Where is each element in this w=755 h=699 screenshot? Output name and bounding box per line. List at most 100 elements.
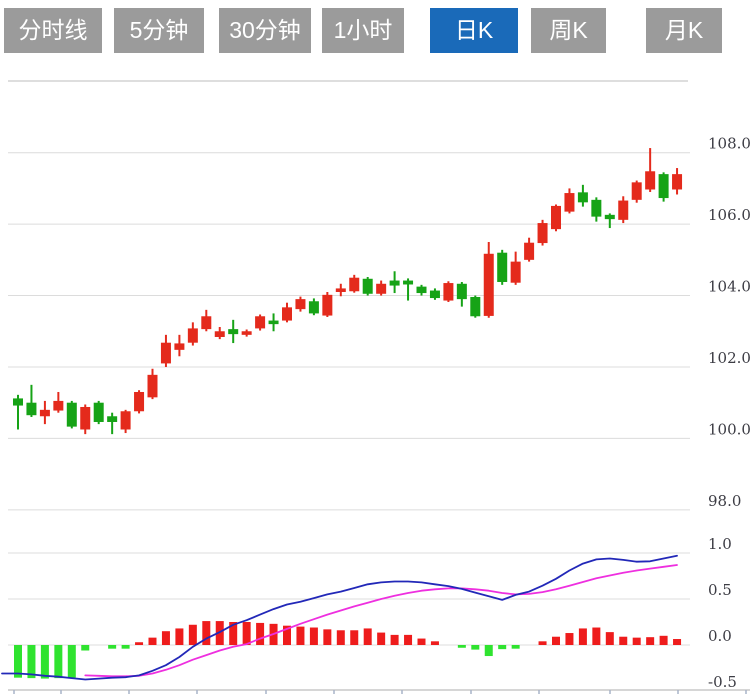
macd-bar [323,629,332,645]
dif-line [1,554,678,681]
candle-body [295,299,306,310]
macd-bar [430,641,439,645]
macd-bar [121,645,130,649]
macd-bar [363,628,372,645]
macd-bar [14,645,22,678]
timeframe-toolbar: 分时线 5分钟 30分钟 1小时 日K 周K 月K [0,0,755,60]
svg-text:0.5: 0.5 [708,581,732,599]
macd-bar [67,645,76,678]
candle-body [26,402,37,416]
svg-text:106.0: 106.0 [708,206,751,224]
timeframe-button-monthly[interactable]: 月K [646,8,722,53]
timeframe-button-5min[interactable]: 5分钟 [114,8,204,53]
macd-axis-labels: 1.0 0.5 0.0 -0.5 [708,535,737,691]
macd-bar [296,626,305,645]
macd-bar [605,632,614,645]
macd-bar [457,645,466,648]
candle-body [403,280,414,285]
candlestick-series [13,148,683,435]
macd-bar [81,645,90,651]
candle-body [80,406,91,430]
macd-histogram [14,621,682,679]
timeframe-button-daily[interactable]: 日K [430,8,518,53]
candle-body [107,416,118,422]
price-axis-labels: 108.0 106.0 104.0 102.0 100.0 98.0 [708,135,751,510]
candle-body [160,342,171,364]
svg-text:108.0: 108.0 [708,135,751,153]
candle-body [564,193,575,212]
svg-text:1.0: 1.0 [708,535,732,553]
candle-body [187,328,198,343]
macd-bar [202,621,211,645]
macd-bar [578,628,587,645]
macd-bar [161,631,170,645]
macd-bar [229,622,238,645]
candle-body [510,261,521,283]
candle-body [134,391,145,412]
macd-bar [498,645,507,650]
timeframe-button-1hour[interactable]: 1小时 [322,8,404,53]
macd-bar [309,627,318,645]
candle-body [174,343,185,350]
macd-bar [54,645,63,679]
timeframe-button-weekly[interactable]: 周K [531,8,606,53]
svg-text:98.0: 98.0 [708,492,741,510]
candle-body [645,171,656,190]
macd-bar [148,637,157,645]
candle-body [604,214,615,220]
candle-body [672,174,683,190]
macd-bar [484,645,493,657]
candle-body [631,182,642,200]
candle-body [591,199,602,217]
candle-body [39,409,50,417]
macd-bar [632,637,641,645]
candle-body [322,294,333,316]
candle-body [483,253,494,316]
macd-bar [404,634,413,645]
macd-bar [511,645,520,649]
macd-bar [377,632,386,645]
macd-bar [350,630,359,645]
candle-body [335,288,346,292]
candle-body [429,290,440,299]
candle-body [13,398,23,406]
macd-bar [471,645,480,650]
macd-bar [646,637,655,645]
candle-body [416,286,427,294]
macd-bar [135,642,144,645]
candle-body [282,307,292,321]
macd-bar [538,641,547,645]
macd-bar [592,627,601,645]
candle-body [201,316,212,330]
candle-body [53,400,64,411]
macd-bar [552,636,560,645]
candle-body [268,320,279,325]
candle-body [497,252,508,282]
svg-text:100.0: 100.0 [708,420,751,438]
svg-text:104.0: 104.0 [708,278,751,296]
price-panel-grid [8,80,690,511]
candle-body [658,174,669,199]
candle-body [120,411,131,430]
timeframe-button-minute-line[interactable]: 分时线 [4,8,102,53]
svg-text:0.0: 0.0 [708,627,732,645]
candle-body [362,278,373,294]
candle-body [66,402,77,427]
candle-body [524,242,535,260]
svg-text:-0.5: -0.5 [708,673,737,691]
candle-body [537,223,548,244]
candle-body [443,283,454,301]
dea-line [84,564,678,678]
macd-bar [659,635,668,645]
candle-body [93,402,104,422]
candle-body [308,301,319,314]
timeframe-button-30min[interactable]: 30分钟 [219,8,311,53]
candle-body [349,277,360,292]
svg-text:102.0: 102.0 [708,349,751,367]
candle-body [376,283,387,294]
candle-body [618,200,629,220]
candle-body [470,296,481,317]
candle-body [214,331,225,337]
